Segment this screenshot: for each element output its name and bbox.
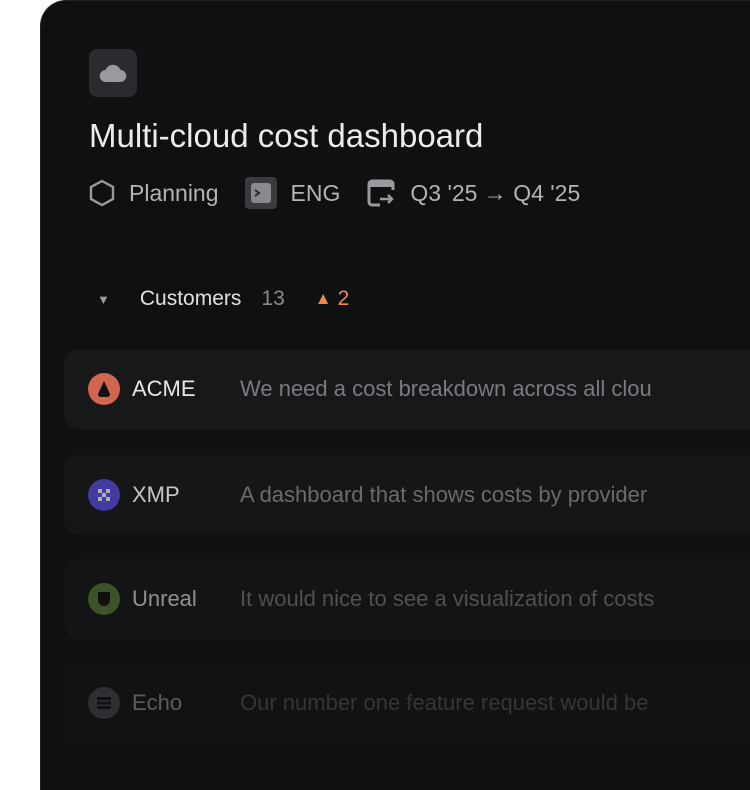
customer-request: Our number one feature request would be [240,690,649,715]
team-item[interactable]: ENG [244,177,341,209]
timeline-item[interactable]: Q3 '25 → Q4 '25 [366,178,580,208]
customer-request: It would nice to see a visualization of … [240,586,655,611]
timeline-label: Q3 '25 → Q4 '25 [410,179,581,206]
customer-name: ACME [132,376,196,401]
customer-row[interactable]: Unreal It would nice to see a visualizat… [64,559,750,639]
project-logo [89,49,137,97]
warning-count: 2 [337,287,350,310]
customer-request: A dashboard that shows costs by provider [240,482,648,507]
unreal-avatar-icon [88,583,120,615]
collapse-triangle-icon[interactable]: ▼ [97,291,110,307]
page-title: Multi-cloud cost dashboard [89,117,484,154]
customer-count: 13 [261,287,285,310]
team-label: ENG [290,179,341,206]
terminal-icon [244,177,277,209]
customer-row[interactable]: XMP A dashboard that shows costs by prov… [64,455,750,535]
customer-row[interactable]: Echo Our number one feature request woul… [64,663,750,743]
customer-row[interactable]: ACME We need a cost breakdown across all… [64,349,750,429]
acme-avatar-icon [88,373,120,405]
warning-triangle-icon: ▲ [314,289,332,308]
calendar-arrow-icon [367,179,395,207]
section-label: Customers [139,287,242,310]
customer-name: Echo [132,690,183,715]
project-meta: Planning ENG Q3 '25 → Q4 '25 [89,177,580,209]
customer-name: XMP [132,482,180,507]
status-item[interactable]: Planning [89,179,219,207]
project-panel: Multi-cloud cost dashboard Planning ENG … [40,0,750,790]
customer-name: Unreal [132,586,197,611]
customers-section-header[interactable]: ▼ Customers 13 ▲ 2 [97,287,349,311]
customer-request: We need a cost breakdown across all clou [240,376,652,401]
echo-avatar-icon [88,687,120,719]
xmp-avatar-icon [88,479,120,511]
cloud-icon [99,64,127,83]
hexagon-icon [89,179,115,207]
warning-badge: ▲ 2 [315,287,350,311]
status-label: Planning [129,179,219,206]
